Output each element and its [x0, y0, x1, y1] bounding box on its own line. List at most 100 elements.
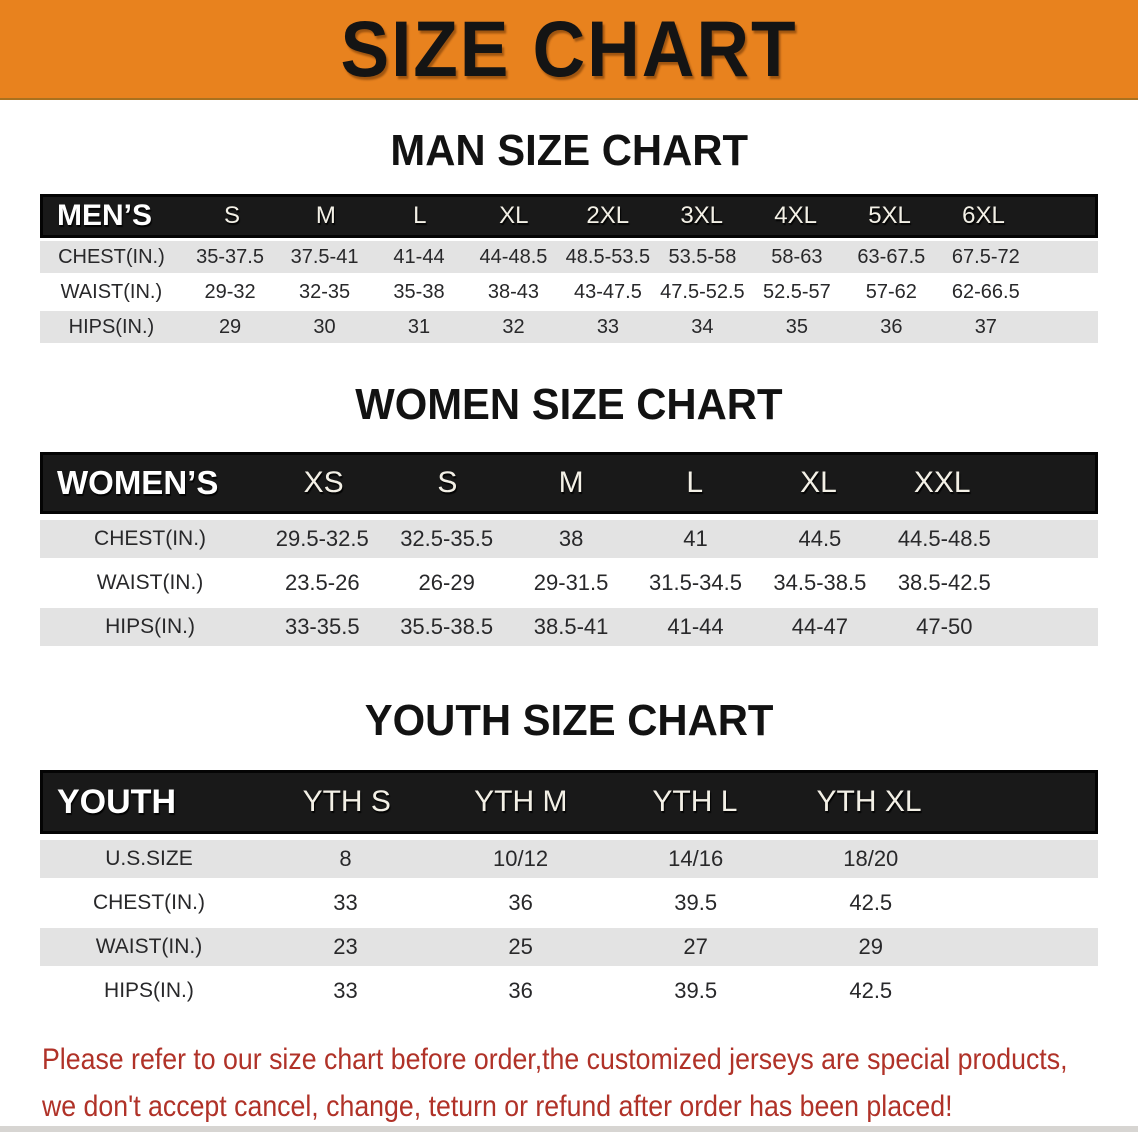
column-header: M [558, 466, 584, 499]
column-header: XXL [913, 466, 971, 499]
women-size-table: WOMEN’S XS S M L XL XXL CHEST(IN.) 29.5-32.5 32.5… [40, 452, 1098, 646]
size-cell: 37 [974, 315, 997, 338]
size-cell: 32-35 [298, 280, 351, 303]
table-row: WAIST(IN.) 23.5-26 26-29 29-31.5 31.5-34.5 34… [40, 564, 1098, 602]
row-label: CHEST(IN.) [58, 245, 165, 268]
men-size-table: MEN’S S M L XL 2XL 3XL 4XL 5XL 6XL CHEST(IN.) 35-37… [40, 194, 1098, 343]
size-chart-banner: SIZE CHART [0, 0, 1138, 100]
size-cell: 25 [508, 934, 533, 959]
size-cell: 29 [218, 315, 242, 338]
youth-section-heading-text: YOUTH SIZE CHART [364, 696, 774, 745]
size-cell: 10/12 [493, 846, 549, 871]
size-cell: 8 [339, 846, 352, 871]
size-cell: 39.5 [674, 890, 718, 915]
size-cell: 36 [508, 978, 533, 1003]
bottom-edge-strip [0, 1126, 1138, 1132]
size-cell: 38.5-41 [533, 614, 609, 639]
table-header-row: WOMEN’S XS S M L XL XXL [40, 452, 1098, 514]
size-cell: 48.5-53.5 [565, 245, 651, 268]
column-header: XL [800, 466, 837, 499]
column-header: XL [499, 202, 529, 229]
size-cell: 47-50 [916, 614, 973, 639]
table-row: WAIST(IN.) 29-32 32-35 35-38 38-43 43-47.5 47.… [40, 276, 1098, 308]
size-cell: 47.5-52.5 [660, 280, 745, 303]
size-cell: 33 [333, 978, 358, 1003]
table-row: CHEST(IN.) 29.5-32.5 32.5-35.5 38 41 44.5 44.5… [40, 520, 1098, 558]
size-cell: 29-32 [204, 280, 256, 303]
size-cell: 35-38 [393, 280, 445, 303]
row-label: HIPS(IN.) [104, 979, 194, 1002]
size-cell: 41-44 [667, 614, 724, 639]
size-cell: 30 [313, 315, 336, 338]
row-label: WAIST(IN.) [60, 280, 163, 303]
size-cell: 67.5-72 [951, 245, 1020, 268]
table-group-label: WOMEN’S [57, 464, 219, 501]
size-cell: 44-47 [791, 614, 849, 639]
size-cell: 23 [333, 934, 358, 959]
size-cell: 27 [683, 934, 708, 959]
women-section-heading-text: WOMEN SIZE CHART [355, 380, 783, 429]
size-cell: 42.5 [849, 890, 893, 915]
size-cell: 37.5-41 [290, 245, 359, 268]
size-cell: 34 [691, 315, 714, 338]
row-label: CHEST(IN.) [92, 891, 205, 914]
size-cell: 35 [785, 315, 808, 338]
table-row: HIPS(IN.) 33-35.5 35.5-38.5 38.5-41 41-44 44-… [40, 608, 1098, 646]
size-cell: 34.5-38.5 [773, 570, 867, 595]
size-cell: 29-31.5 [533, 570, 609, 595]
size-cell: 39.5 [674, 978, 718, 1003]
size-cell: 14/16 [668, 846, 724, 871]
column-header: M [315, 202, 336, 229]
row-label: WAIST(IN.) [96, 571, 204, 594]
column-header: YTH XL [816, 785, 922, 818]
size-cell: 38 [558, 526, 584, 551]
men-section-heading: MAN SIZE CHART [0, 124, 1138, 178]
table-header-row: YOUTH YTH S YTH M YTH L YTH XL [40, 770, 1098, 834]
size-cell: 62-66.5 [951, 280, 1020, 303]
size-cell: 29.5-32.5 [275, 526, 369, 551]
size-cell: 33-35.5 [284, 614, 360, 639]
table-row: HIPS(IN.) 33 36 39.5 42.5 [40, 972, 1098, 1010]
youth-size-table: YOUTH YTH S YTH M YTH L YTH XL U.S.SIZE 8 10/12… [40, 770, 1098, 1010]
column-header: S [437, 466, 458, 499]
size-cell: 23.5-26 [284, 570, 360, 595]
column-header: XS [303, 466, 344, 499]
disclaimer-line-2: we don't accept cancel, change, teturn o… [42, 1090, 953, 1123]
size-cell: 44.5-48.5 [897, 526, 991, 551]
size-cell: 33 [333, 890, 358, 915]
size-cell: 58-63 [771, 245, 823, 268]
page-title: SIZE CHART [340, 4, 798, 94]
size-cell: 38-43 [487, 280, 540, 303]
women-section-heading: WOMEN SIZE CHART [0, 378, 1138, 432]
row-label: U.S.SIZE [105, 847, 193, 870]
table-header-row: MEN’S S M L XL 2XL 3XL 4XL 5XL 6XL [40, 194, 1098, 238]
column-header: YTH M [474, 785, 568, 818]
column-header: 2XL [586, 202, 630, 229]
column-header: L [686, 466, 704, 499]
size-cell: 43-47.5 [574, 280, 642, 303]
row-label: CHEST(IN.) [94, 527, 207, 550]
column-header: 6XL [962, 202, 1005, 229]
size-cell: 35.5-38.5 [400, 614, 494, 639]
size-cell: 52.5-57 [762, 280, 831, 303]
column-header: YTH L [652, 785, 738, 818]
size-cell: 38.5-42.5 [897, 570, 991, 595]
column-header: 5XL [868, 202, 911, 229]
row-label: HIPS(IN.) [105, 615, 195, 638]
size-cell: 26-29 [418, 570, 475, 595]
size-cell: 41-44 [393, 245, 445, 268]
size-cell: 18/20 [843, 846, 899, 871]
size-cell: 31 [407, 315, 431, 338]
size-cell: 41 [683, 526, 708, 551]
size-cell: 44-48.5 [479, 245, 548, 268]
size-cell: 57-62 [865, 280, 917, 303]
size-cell: 44.5 [798, 526, 842, 551]
column-header: S [223, 202, 240, 229]
table-group-label: YOUTH [57, 782, 176, 821]
column-header: YTH S [302, 785, 391, 818]
disclaimer-note: Please refer to our size chart before or… [42, 1036, 1138, 1130]
size-cell: 29 [858, 934, 883, 959]
table-group-label: MEN’S [57, 199, 153, 232]
size-cell: 36 [508, 890, 533, 915]
youth-section-heading: YOUTH SIZE CHART [0, 694, 1138, 748]
